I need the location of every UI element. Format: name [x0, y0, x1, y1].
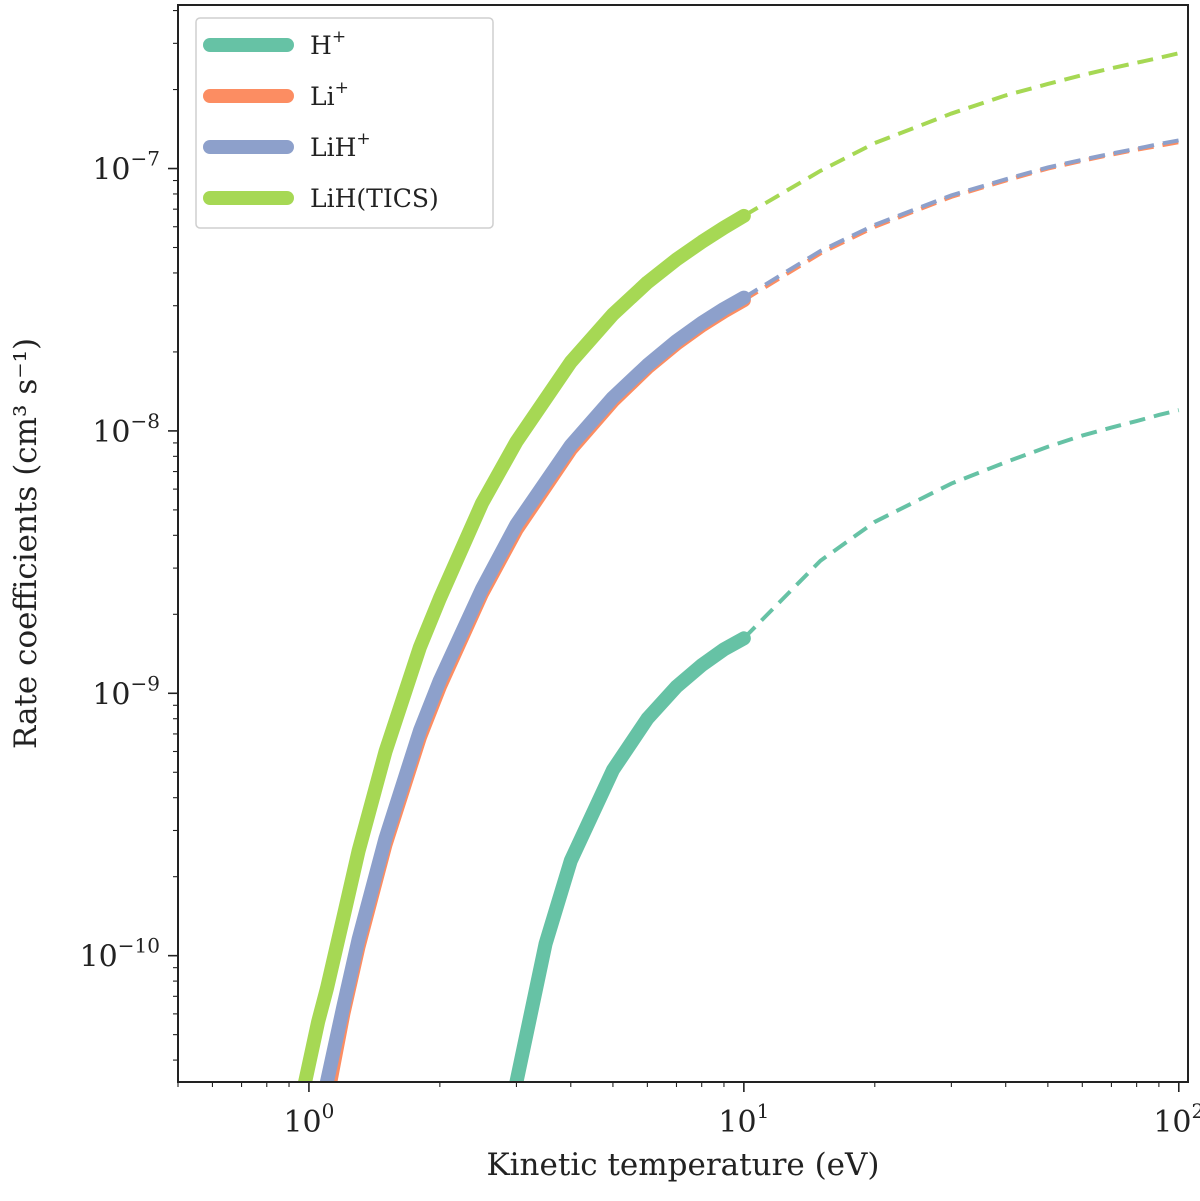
- series-line-dashed-h-0: [742, 408, 1180, 640]
- series-line-dashed-lih-2: [742, 138, 1180, 300]
- series-line-dashed-li-1: [742, 140, 1180, 302]
- x-tick-label: 102: [1153, 1099, 1200, 1140]
- legend-label: Li+: [310, 78, 349, 111]
- y-tick-label: 10−9: [92, 671, 160, 712]
- plot-area-frame: [177, 4, 1189, 1083]
- axis-tick-labels: 100 101 102 10−10 10−9 10−8 10−7: [80, 147, 1200, 1140]
- series-line-solid-h-0: [509, 631, 751, 1082]
- legend-label: LiH+: [310, 129, 371, 162]
- legend-box: [195, 17, 494, 229]
- x-axis-label: Kinetic temperature (eV): [486, 1147, 879, 1183]
- y-tick-label: 10−8: [92, 409, 160, 450]
- series-line-solid-lih-2: [319, 290, 751, 1082]
- y-tick-label: 10−7: [92, 147, 160, 188]
- y-tick-label: 10−10: [80, 934, 160, 975]
- series-lines: [298, 51, 1180, 1082]
- legend: H+ Li+ LiH+ LiH(TICS): [195, 17, 494, 229]
- series-line-solid-lih-tics-3: [298, 208, 751, 1082]
- legend-label: H+: [310, 27, 346, 60]
- x-tick-label: 100: [283, 1099, 334, 1140]
- series-line-dashed-lih-tics-3: [742, 51, 1180, 218]
- x-tick-label: 101: [718, 1099, 769, 1140]
- y-axis-label: Rate coefficients (cm³ s⁻¹): [8, 338, 44, 749]
- legend-label: LiH(TICS): [310, 184, 439, 213]
